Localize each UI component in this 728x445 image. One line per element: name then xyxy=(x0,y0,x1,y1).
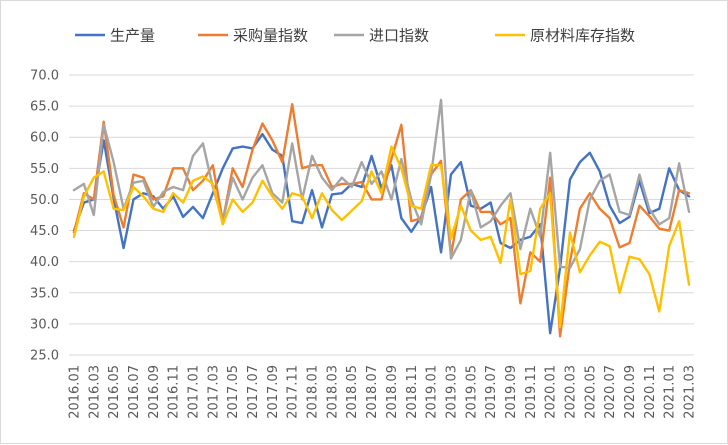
x-tick-label: 2018.01 xyxy=(306,365,321,419)
x-tick-label: 2016.01 xyxy=(67,365,82,419)
x-tick-label: 2017.07 xyxy=(246,365,261,419)
legend-label: 原材料库存指数 xyxy=(530,27,635,45)
x-tick-label: 2016.05 xyxy=(107,365,122,419)
x-tick-label: 2020.01 xyxy=(544,365,559,419)
x-tick-label: 2017.11 xyxy=(286,365,301,419)
x-tick-label: 2021.03 xyxy=(683,365,698,419)
legend: 生产量 采购量指数 进口指数 原材料库存指数 xyxy=(75,27,635,45)
x-tick-label: 2021.01 xyxy=(663,365,678,419)
x-tick-label: 2019.03 xyxy=(444,365,459,419)
x-tick-label: 2018.09 xyxy=(385,365,400,419)
series-line-1 xyxy=(72,103,691,338)
x-tick-label: 2018.07 xyxy=(365,365,380,419)
x-tick-label: 2017.05 xyxy=(226,365,241,419)
y-tick-label: 50.0 xyxy=(30,193,59,208)
x-tick-label: 2020.05 xyxy=(583,365,598,419)
x-tick-label: 2020.09 xyxy=(623,365,638,419)
x-tick-label: 2017.01 xyxy=(187,365,202,419)
y-tick-label: 65.0 xyxy=(30,100,59,115)
x-tick-label: 2016.03 xyxy=(87,365,102,419)
x-tick-label: 2020.07 xyxy=(603,365,618,419)
gridlines xyxy=(69,74,694,356)
y-tick-label: 25.0 xyxy=(30,349,59,364)
x-tick-label: 2019.07 xyxy=(484,365,499,419)
x-tick-label: 2019.05 xyxy=(464,365,479,419)
x-tick-label: 2020.11 xyxy=(643,365,658,419)
x-tick-label: 2020.03 xyxy=(563,365,578,419)
x-tick-label: 2019.09 xyxy=(504,365,519,419)
series-line-2 xyxy=(72,98,691,270)
x-tick-label: 2016.11 xyxy=(167,365,182,419)
y-axis-ticks: 25.0 30.0 35.0 40.0 45.0 50.0 55.0 60.0 65.0 70.0 xyxy=(30,69,59,364)
x-tick-label: 2017.03 xyxy=(206,365,221,419)
series-line-0 xyxy=(72,132,691,335)
x-axis-ticks: 2016.01 2016.03 2016.05 2016.07 2016.09 2016.… xyxy=(67,365,697,419)
x-tick-label: 2018.05 xyxy=(345,365,360,419)
y-tick-label: 55.0 xyxy=(30,162,59,177)
series-line-3 xyxy=(72,145,691,329)
x-tick-label: 2016.09 xyxy=(147,365,162,419)
legend-label: 生产量 xyxy=(110,27,155,45)
y-tick-label: 70.0 xyxy=(30,69,59,84)
y-tick-label: 45.0 xyxy=(30,224,59,239)
legend-label: 进口指数 xyxy=(369,27,429,45)
y-tick-label: 35.0 xyxy=(30,286,59,301)
x-tick-label: 2019.11 xyxy=(524,365,539,419)
y-tick-label: 60.0 xyxy=(30,131,59,146)
x-tick-label: 2019.01 xyxy=(425,365,440,419)
x-tick-label: 2017.09 xyxy=(266,365,281,419)
x-tick-label: 2016.07 xyxy=(127,365,142,419)
x-tick-label: 2018.03 xyxy=(325,365,340,419)
y-tick-label: 30.0 xyxy=(30,317,59,332)
x-tick-label: 2018.11 xyxy=(405,365,420,419)
legend-label: 采购量指数 xyxy=(233,27,308,45)
series-lines xyxy=(72,98,691,338)
y-tick-label: 40.0 xyxy=(30,255,59,270)
